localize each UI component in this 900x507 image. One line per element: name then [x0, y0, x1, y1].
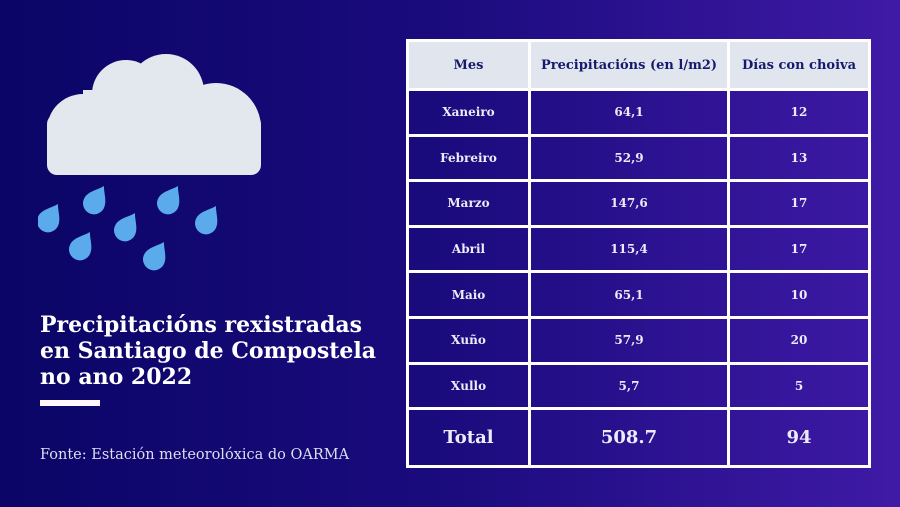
cell-month: Abril	[406, 224, 531, 274]
cell-precipitation: 57,9	[528, 315, 730, 365]
table-row: Xaneiro 64,1 12	[406, 88, 871, 137]
total-label: Total	[406, 407, 531, 468]
header-rain-days: Días con choiva	[727, 39, 871, 91]
title-underline	[40, 400, 100, 406]
cell-precipitation: 115,4	[528, 224, 730, 274]
table-row: Febreiro 52,9 13	[406, 133, 871, 183]
cell-precipitation: 147,6	[528, 179, 730, 228]
cell-month: Xuño	[406, 315, 531, 365]
table-row: Maio 65,1 10	[406, 270, 871, 319]
raindrops-icon	[37, 186, 218, 271]
cell-rain-days: 17	[727, 224, 871, 274]
table-row: Marzo 147,6 17	[406, 179, 871, 228]
cell-rain-days: 12	[727, 88, 871, 137]
table-row: Xullo 5,7 5	[406, 361, 871, 411]
cloud-icon	[47, 54, 261, 175]
source-note: Fonte: Estación meteorolóxica do OARMA	[40, 447, 350, 463]
cell-precipitation: 52,9	[528, 133, 730, 183]
title-line-1: Precipitacións rexistradas	[40, 312, 362, 338]
table-row: Abril 115,4 17	[406, 224, 871, 274]
total-rain-days: 94	[727, 407, 871, 468]
cell-month: Xullo	[406, 361, 531, 411]
table-row: Xuño 57,9 20	[406, 315, 871, 365]
cell-precipitation: 64,1	[528, 88, 730, 137]
cell-rain-days: 20	[727, 315, 871, 365]
cell-month: Xaneiro	[406, 88, 531, 137]
total-precipitation: 508.7	[528, 407, 730, 468]
rain-cloud-icon	[37, 50, 268, 280]
rain-cloud-graphic	[37, 54, 261, 271]
title-line-3: no ano 2022	[40, 364, 193, 390]
header-precipitation: Precipitacións (en l/m2)	[528, 39, 730, 91]
cell-precipitation: 5,7	[528, 361, 730, 411]
cell-precipitation: 65,1	[528, 270, 730, 319]
cell-rain-days: 5	[727, 361, 871, 411]
table-header-row: Mes Precipitacións (en l/m2) Días con ch…	[406, 39, 871, 91]
page-title: Precipitacións rexistradas en Santiago d…	[40, 312, 390, 390]
cell-rain-days: 10	[727, 270, 871, 319]
cell-rain-days: 13	[727, 133, 871, 183]
cell-month: Maio	[406, 270, 531, 319]
precipitation-table: Mes Precipitacións (en l/m2) Días con ch…	[406, 39, 871, 468]
cell-rain-days: 17	[727, 179, 871, 228]
table-total-row: Total 508.7 94	[406, 407, 871, 468]
title-line-2: en Santiago de Compostela	[40, 338, 376, 364]
header-month: Mes	[406, 39, 531, 91]
cell-month: Febreiro	[406, 133, 531, 183]
cell-month: Marzo	[406, 179, 531, 228]
